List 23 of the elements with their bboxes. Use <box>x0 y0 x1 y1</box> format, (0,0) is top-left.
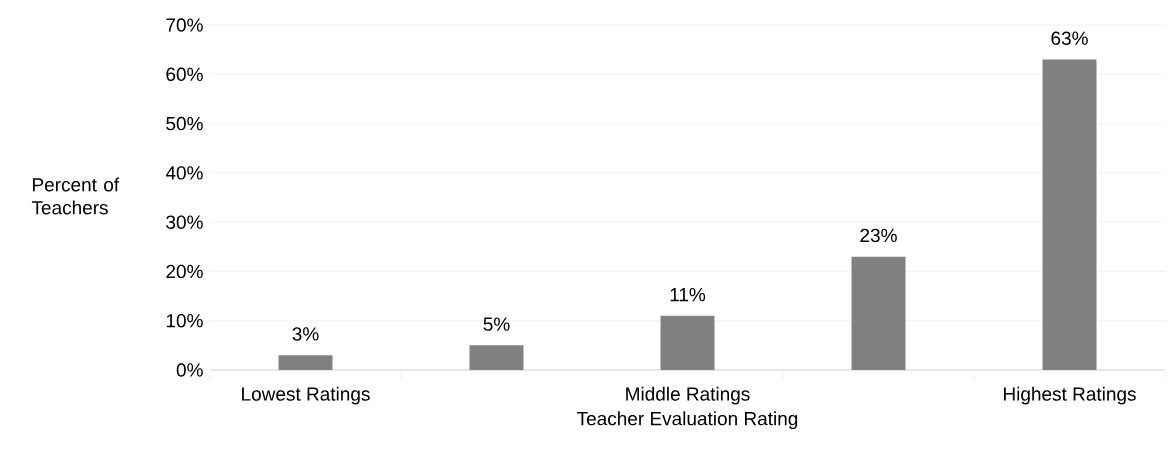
x-tick-label: Lowest Ratings <box>242 386 370 405</box>
y-tick-label: 40% <box>165 166 203 180</box>
y-tick-label: 10% <box>166 313 203 328</box>
bar <box>469 345 524 370</box>
data-label: 5% <box>483 317 510 331</box>
y-tick-label: 30% <box>166 215 203 229</box>
x-axis-title: Teacher Evaluation Rating <box>577 411 798 430</box>
data-label: 63% <box>1051 31 1088 45</box>
data-label: 11% <box>670 287 706 302</box>
data-label: 3% <box>292 327 319 341</box>
bar <box>660 315 715 370</box>
y-tick-label: 0% <box>176 363 203 377</box>
bar <box>278 355 333 370</box>
y-tick-label: 20% <box>166 264 203 279</box>
y-tick-label: 60% <box>166 67 203 82</box>
bar <box>851 256 906 370</box>
data-label: 23% <box>860 228 897 243</box>
y-axis-title: Percent of Teachers <box>31 177 120 215</box>
y-tick-label: 70% <box>166 18 203 32</box>
y-tick-label: 50% <box>166 116 203 131</box>
x-tick-label: Middle Ratings <box>626 386 750 405</box>
bar <box>1042 59 1097 370</box>
x-tick-label: Highest Ratings <box>1004 386 1136 405</box>
